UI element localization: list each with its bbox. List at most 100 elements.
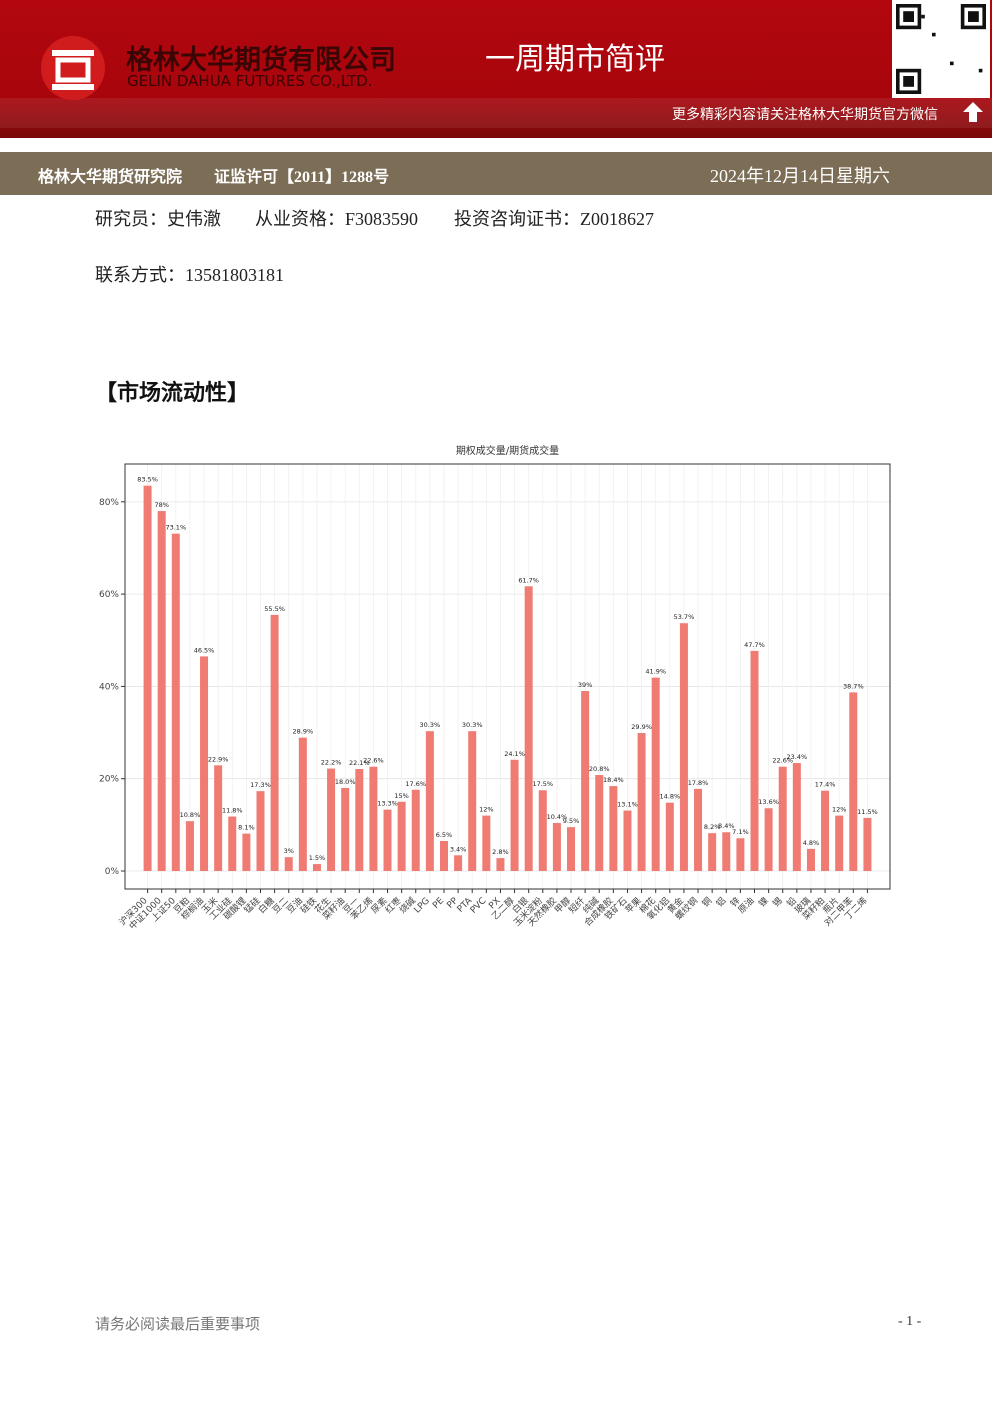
header-strip xyxy=(0,98,992,128)
bar xyxy=(171,533,180,872)
value-label: 13.6% xyxy=(758,798,779,806)
report-title: 一周期市简评 xyxy=(485,42,665,77)
bar xyxy=(651,677,660,872)
bar xyxy=(312,864,321,872)
value-label: 11.5% xyxy=(857,808,878,816)
value-label: 4.8% xyxy=(803,839,820,847)
value-label: 18.4% xyxy=(603,776,624,784)
qr-finder xyxy=(968,11,979,22)
bar xyxy=(538,790,547,872)
qr-module xyxy=(921,14,925,19)
bar xyxy=(256,791,265,872)
qr-code xyxy=(892,0,990,98)
company-en: GELIN DAHUA FUTURES CO.,LTD. xyxy=(127,72,373,90)
bar xyxy=(821,790,830,872)
company-cn: 格林大华期货有限公司 xyxy=(126,45,396,76)
bar xyxy=(228,816,237,872)
value-label: 1.5% xyxy=(309,854,326,862)
bar xyxy=(341,787,350,872)
value-label: 22.1% xyxy=(349,759,370,767)
value-label: 17.5% xyxy=(532,780,553,788)
value-label: 47.7% xyxy=(744,641,765,649)
bar xyxy=(524,586,533,872)
value-label: 30.3% xyxy=(420,721,441,729)
bar xyxy=(397,801,406,872)
value-label: 13.1% xyxy=(617,801,638,809)
bar xyxy=(439,841,448,872)
bar xyxy=(736,838,745,872)
value-label: 13.3% xyxy=(377,800,398,808)
value-label: 17.8% xyxy=(688,779,709,787)
value-label: 18.0% xyxy=(335,778,356,786)
certificate: 投资咨询证书：Z0018627 xyxy=(454,209,654,229)
bar xyxy=(863,817,872,872)
arrow-icon xyxy=(963,102,983,122)
value-label: 78% xyxy=(154,501,168,509)
value-label: 6.5% xyxy=(436,831,453,839)
value-label: 12% xyxy=(479,806,493,814)
license: 证监许可【2011】1288号 xyxy=(214,169,390,186)
value-label: 41.9% xyxy=(645,668,666,676)
plot-area xyxy=(125,464,890,889)
bar xyxy=(722,832,731,872)
value-label: 39% xyxy=(578,681,592,689)
value-label: 55.5% xyxy=(264,605,285,613)
value-label: 24.1% xyxy=(504,750,525,758)
value-label: 17.4% xyxy=(815,781,836,789)
value-label: 17.6% xyxy=(405,780,426,788)
qr-finder xyxy=(903,11,914,22)
value-label: 29.9% xyxy=(631,723,652,731)
value-label: 20.8% xyxy=(589,765,610,773)
bar xyxy=(157,511,166,872)
plot-border xyxy=(124,463,891,890)
bar xyxy=(270,614,279,872)
value-label: 61.7% xyxy=(518,576,539,584)
bar xyxy=(383,809,392,872)
value-label: 23.4% xyxy=(787,753,808,761)
bar xyxy=(369,766,378,872)
value-label: 7.1% xyxy=(732,828,749,836)
value-label: 10.4% xyxy=(547,813,568,821)
value-label: 22.2% xyxy=(321,759,342,767)
x-tick-label: 铜 xyxy=(699,895,714,910)
bar xyxy=(764,808,773,872)
y-tick-label: 40% xyxy=(99,682,119,692)
x-tick-label: 锡 xyxy=(771,895,785,909)
institute: 格林大华期货研究院 xyxy=(38,169,183,186)
bar xyxy=(679,623,688,872)
bar xyxy=(623,810,632,872)
value-label: 53.7% xyxy=(674,613,695,621)
value-label: 8.1% xyxy=(238,824,255,832)
bar xyxy=(694,788,703,872)
bar xyxy=(595,775,604,872)
qualification: 从业资格：F3083590 xyxy=(255,209,419,229)
value-label: 73.1% xyxy=(165,524,186,532)
value-label: 2.8% xyxy=(492,848,509,856)
chart: 期权成交量/期货成交量0%20%40%60%80%83.5%沪深30078%中证… xyxy=(99,444,891,932)
section-title: 【市场流动性】 xyxy=(95,380,250,405)
value-label: 8.4% xyxy=(718,822,735,830)
bar xyxy=(143,485,152,872)
bar xyxy=(496,858,505,872)
bar xyxy=(425,731,434,872)
x-tick-label: 镍 xyxy=(756,895,771,910)
value-label: 8.2% xyxy=(704,823,721,831)
bar xyxy=(214,765,223,872)
value-label: 30.3% xyxy=(462,721,483,729)
y-tick-label: 80% xyxy=(99,498,119,508)
bar xyxy=(581,691,590,872)
report-date: 2024年12月14日星期六 xyxy=(710,166,890,186)
y-tick-label: 0% xyxy=(105,867,120,877)
bar xyxy=(185,821,194,872)
value-label: 11.8% xyxy=(222,807,243,815)
y-tick-label: 20% xyxy=(99,775,119,785)
value-label: 17.3% xyxy=(250,781,271,789)
bar xyxy=(468,731,477,872)
bar xyxy=(567,827,576,872)
bar xyxy=(482,815,491,872)
value-label: 9.5% xyxy=(563,817,580,825)
bar xyxy=(284,857,293,872)
bar xyxy=(327,768,336,872)
bar xyxy=(849,692,858,872)
value-label: 14.8% xyxy=(659,793,680,801)
